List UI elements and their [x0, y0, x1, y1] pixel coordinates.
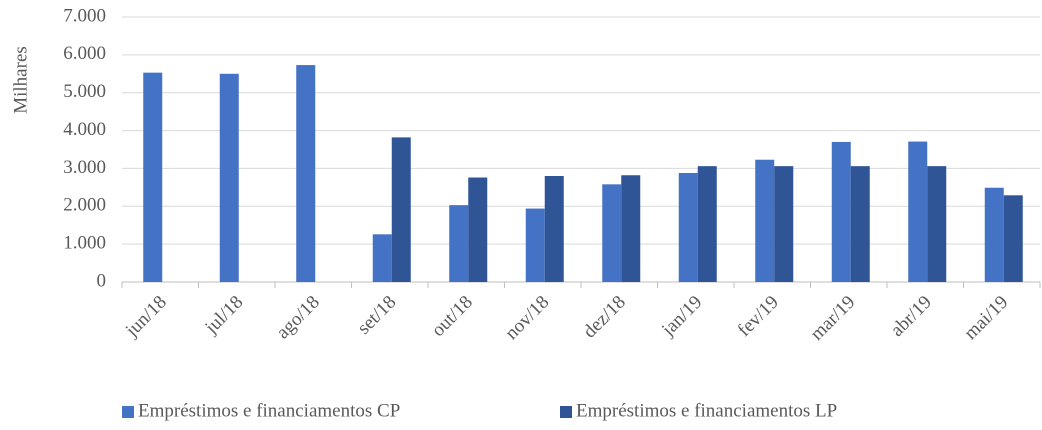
legend-label: Empréstimos e financiamentos CP — [138, 400, 400, 421]
x-tick-label: mai/19 — [960, 292, 1012, 344]
x-tick-label: jan/19 — [657, 292, 706, 341]
y-tick-label: 3.000 — [63, 157, 106, 178]
bar — [984, 187, 1004, 282]
y-axis-title: Milhares — [10, 46, 31, 114]
bar — [468, 177, 488, 282]
y-tick-label: 2.000 — [63, 195, 106, 216]
x-tick-label: set/18 — [353, 292, 400, 339]
bar — [544, 176, 564, 282]
y-tick-label: 7.000 — [63, 5, 106, 26]
legend-item: Empréstimos e financiamentos CP — [122, 400, 400, 421]
legend-swatch — [122, 406, 134, 418]
bar — [697, 166, 717, 282]
x-tick-label: mar/19 — [806, 292, 859, 345]
x-tick-label: dez/18 — [579, 292, 630, 343]
bar — [755, 159, 775, 282]
legend-swatch — [560, 406, 572, 418]
bar — [449, 205, 469, 282]
x-tick-label: fev/19 — [734, 292, 783, 341]
y-tick-label: 0 — [97, 270, 107, 291]
y-tick-label: 6.000 — [63, 43, 106, 64]
bar — [831, 141, 851, 282]
bar — [525, 208, 545, 282]
bar — [927, 166, 947, 282]
legend-label: Empréstimos e financiamentos LP — [576, 400, 837, 421]
x-tick-label: nov/18 — [501, 292, 553, 344]
y-tick-label: 1.000 — [63, 233, 106, 254]
x-tick-label: jun/18 — [121, 292, 171, 342]
bar — [774, 166, 794, 282]
y-tick-label: 5.000 — [63, 81, 106, 102]
bar — [1003, 195, 1023, 282]
bar — [602, 184, 622, 282]
x-tick-label: ago/18 — [272, 292, 323, 343]
bar — [850, 166, 870, 282]
bar — [372, 234, 392, 282]
bar — [678, 172, 698, 282]
bar — [219, 73, 239, 283]
x-tick-label: jul/18 — [200, 292, 247, 339]
bar — [391, 137, 411, 282]
y-tick-label: 4.000 — [63, 119, 106, 140]
legend-item: Empréstimos e financiamentos LP — [560, 400, 837, 421]
bar — [296, 65, 316, 282]
bar — [908, 141, 928, 282]
bar — [621, 175, 641, 282]
x-tick-label: abr/19 — [887, 292, 936, 341]
x-tick-label: out/18 — [428, 292, 477, 341]
bar — [143, 72, 163, 283]
